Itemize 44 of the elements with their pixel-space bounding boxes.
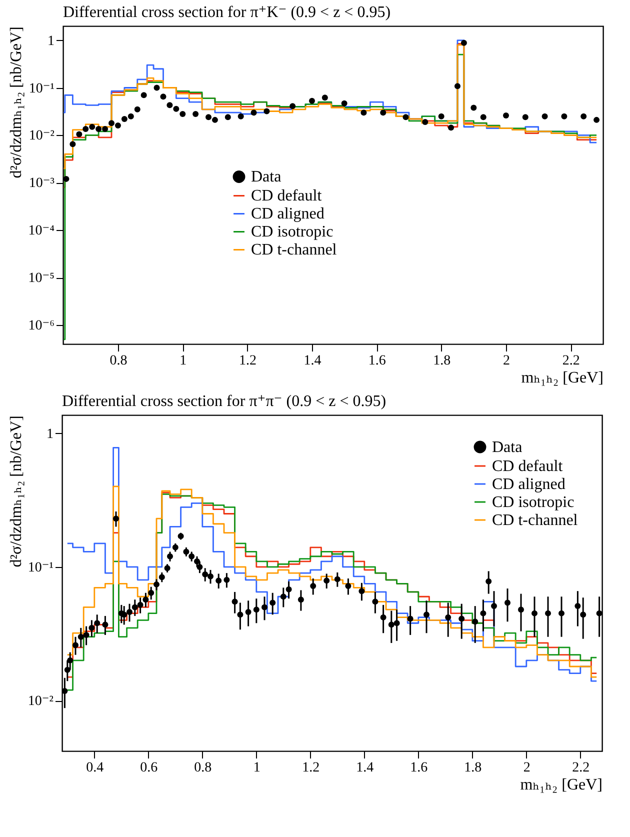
x-tick-label: 0.6: [140, 760, 158, 776]
x-tick-label: 1.4: [304, 354, 322, 368]
y-tick-label: 10⁻⁴: [28, 224, 55, 239]
y-axis-title: d²σ/dzdmₕ₁ₕ₂ [nb/GeV]: [8, 26, 26, 178]
chart-title: Differential cross section for π⁺K⁻ (0.9 < z < 0.95): [63, 4, 391, 21]
x-tick-label: 0.8: [110, 354, 128, 368]
legend-label: CD default: [492, 458, 564, 475]
legend-label: CD t-channel: [251, 242, 338, 259]
y-tick-label: 10⁻¹: [28, 81, 54, 96]
x-tick-label: 2.2: [562, 354, 580, 368]
x-tick-label: 1: [253, 760, 260, 776]
y-tick-label: 10⁻⁵: [28, 271, 55, 286]
legend-label: CD aligned: [492, 476, 566, 493]
y-tick-label: 10⁻⁶: [28, 318, 55, 334]
legend-label: CD isotropic: [251, 224, 334, 241]
x-tick-label: 1.4: [356, 760, 374, 776]
y-tick-label: 10⁻³: [28, 176, 54, 192]
x-tick-label: 1.2: [239, 354, 257, 368]
x-tick-label: 0.8: [194, 760, 212, 776]
legend-label: Data: [251, 168, 282, 186]
x-tick-label: 1.8: [433, 354, 451, 368]
legend-label: CD isotropic: [492, 494, 574, 511]
x-tick-label: 1.8: [464, 760, 482, 776]
chart-title: Differential cross section for π⁺π⁻ (0.9 < z < 0.95): [62, 393, 386, 410]
legend-label: CD aligned: [251, 206, 324, 223]
y-axis-title: d²σ/dzdmₕ₁ₕ₂ [nb/GeV]: [8, 416, 25, 568]
x-tick-label: 1.6: [410, 760, 428, 776]
x-tick-label: 2: [523, 760, 530, 776]
y-tick-label: 1: [46, 426, 54, 442]
y-tick-label: 10⁻²: [28, 694, 54, 710]
x-axis-title: mₕ₁ₕ₂ [GeV]: [521, 370, 604, 386]
legend-label: CD default: [251, 188, 322, 205]
legend-label: Data: [492, 439, 522, 456]
x-axis-title: mₕ₁ₕ₂ [GeV]: [520, 776, 602, 794]
x-tick-label: 2: [502, 354, 510, 368]
x-tick-label: 1.2: [302, 760, 320, 776]
x-tick-label: 0.4: [86, 760, 104, 776]
y-tick-label: 1: [48, 34, 54, 49]
y-tick-label: 10⁻¹: [28, 560, 54, 576]
x-tick-label: 1.6: [368, 354, 386, 368]
y-tick-label: 10⁻²: [28, 128, 54, 144]
legend-label: CD t-channel: [492, 512, 578, 529]
x-tick-label: 2.2: [572, 760, 590, 776]
x-tick-label: 1: [180, 354, 187, 368]
